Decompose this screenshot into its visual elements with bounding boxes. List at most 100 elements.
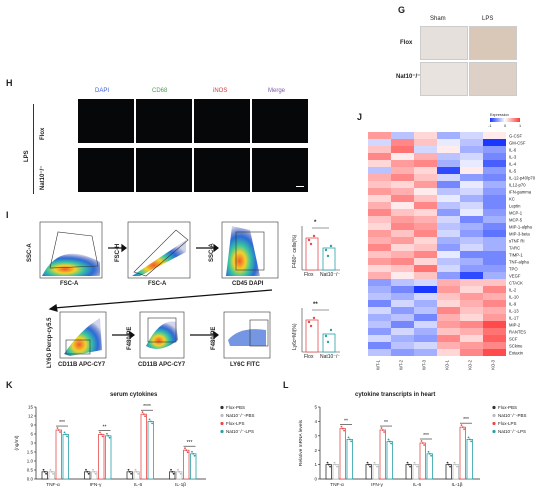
- heatmap-cell: [460, 307, 483, 314]
- data-point: [94, 472, 97, 475]
- heatmap-cell: [368, 251, 391, 258]
- heatmap-cell: [414, 258, 437, 265]
- y-tick-label: 1: [314, 462, 317, 467]
- heatmap-cell: [368, 202, 391, 209]
- data-point: [430, 454, 432, 457]
- heatmap-cell: [414, 279, 437, 286]
- heatmap-cell: [414, 314, 437, 321]
- flow-gate-6: [249, 319, 269, 347]
- heatmap-cell: [460, 167, 483, 174]
- heatmap-cell: [460, 132, 483, 139]
- heatmap-cell: [483, 132, 506, 139]
- channel-merge: Merge: [268, 88, 286, 94]
- heatmap-cell: [368, 293, 391, 300]
- heatmap-col-label: WT-3: [422, 359, 427, 370]
- heatmap-row-label: IFN-gamma: [509, 190, 532, 195]
- heatmap-cell: [460, 160, 483, 167]
- data-point: [461, 426, 464, 429]
- heatmap-legend-tick: 0: [504, 124, 506, 128]
- data-point: [454, 463, 457, 466]
- bar: [126, 471, 133, 480]
- data-point: [64, 433, 67, 436]
- bar: [459, 426, 466, 480]
- heatmap-cell: [460, 244, 483, 251]
- heatmap-row-label: G-CSF: [509, 134, 522, 139]
- heatmap-cell: [460, 153, 483, 160]
- data-point: [340, 425, 343, 428]
- heatmap-cell: [460, 237, 483, 244]
- heatmap-cell: [368, 181, 391, 188]
- heatmap-cell: [414, 139, 437, 146]
- heatmap: G-CSF GM-CSF IL-6 IL-3 IL-4 IL-5 IL-12-p40/p70…: [368, 113, 536, 370]
- heatmap-cell: [483, 328, 506, 335]
- heatmap-cell: [460, 328, 483, 335]
- y-tick-label: 15: [28, 405, 34, 410]
- bar: [183, 449, 190, 480]
- heatmap-cell: [391, 279, 414, 286]
- data-point: [128, 470, 131, 473]
- data-point: [420, 440, 423, 442]
- data-point: [334, 463, 337, 466]
- chart-l: 0 1 2 3 4 5 Relative mRNA levels ** TNF-α ** IFN-γ…: [298, 405, 527, 488]
- heatmap-cell: [414, 286, 437, 293]
- heatmap-cell: [414, 272, 437, 279]
- legend-label: Flox-PBS: [226, 405, 245, 410]
- heatmap-row-label: IL-4: [509, 162, 517, 167]
- heatmap-cell: [483, 230, 506, 237]
- data-point: [446, 461, 449, 464]
- heatmap-cell: [391, 195, 414, 202]
- data-point: [57, 429, 60, 431]
- bar: [339, 428, 346, 480]
- category-label: IL-1β: [451, 482, 462, 488]
- heatmap-row-label: KC: [509, 197, 515, 202]
- data-point: [387, 438, 390, 441]
- heatmap-cell: [414, 167, 437, 174]
- heatmap-cell: [437, 314, 460, 321]
- heatmap-cell: [414, 216, 437, 223]
- sig-label: ***: [59, 420, 65, 426]
- heatmap-cell: [483, 223, 506, 230]
- flow-plot-4-xlabel: CD11B APC-CY7: [58, 362, 106, 368]
- heatmap-cell: [414, 307, 437, 314]
- heatmap-cell: [437, 209, 460, 216]
- flow-plot-4-ylabel: LY6G Percp-cy5.5: [47, 317, 53, 368]
- y-tick-label: 1.0: [27, 459, 34, 464]
- i-top-group-flox: Flox: [304, 272, 314, 278]
- heatmap-cell: [437, 160, 460, 167]
- data-point: [413, 461, 416, 464]
- heatmap-cell: [368, 279, 391, 286]
- heatmap-row-label: IL-6: [509, 148, 517, 153]
- bar: [386, 441, 393, 480]
- sig-label: ***: [187, 440, 193, 446]
- panel-h-bracket: [33, 104, 34, 194]
- heatmap-cell: [483, 153, 506, 160]
- heatmap-cell: [368, 335, 391, 342]
- data-point: [373, 461, 376, 464]
- data-point: [149, 420, 152, 423]
- heatmap-cell: [460, 139, 483, 146]
- heatmap-cell: [460, 146, 483, 153]
- flow-plot-5-ylabel: F480 PE: [127, 326, 133, 350]
- heatmap-row-label: GM-CSF: [509, 141, 526, 146]
- bar: [176, 471, 183, 480]
- data-point: [43, 470, 46, 473]
- heatmap-cell: [483, 342, 506, 349]
- heatmap-cell: [414, 342, 437, 349]
- bar: [91, 471, 98, 480]
- heatmap-cell: [414, 251, 437, 258]
- heatmap-row-label: TNF-alpha: [509, 260, 529, 265]
- i-bottom-group-flox: Flox: [304, 354, 314, 360]
- legend-swatch: [492, 429, 496, 434]
- legend-label: Flox-LPS: [498, 421, 517, 426]
- data-point: [42, 468, 45, 471]
- heatmap-cell: [437, 181, 460, 188]
- heatmap-cell: [391, 328, 414, 335]
- channel-inos: iNOS: [213, 88, 228, 94]
- heatmap-row-label: MIP-3-beta: [509, 232, 530, 237]
- data-point: [470, 440, 472, 443]
- heatmap-cell: [483, 286, 506, 293]
- heatmap-cell: [368, 314, 391, 321]
- data-point: [449, 465, 451, 468]
- data-point: [172, 472, 175, 475]
- legend-swatch: [220, 413, 224, 418]
